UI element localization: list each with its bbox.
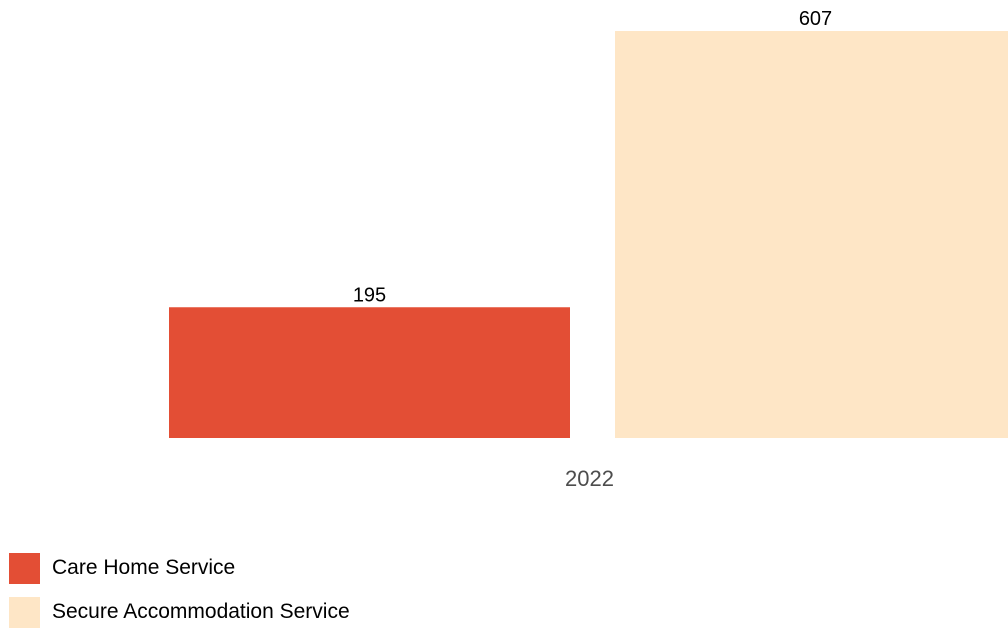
- legend-swatch-secure-accommodation: [9, 596, 40, 628]
- value-label-secure-accommodation-service: 607: [799, 8, 832, 30]
- x-tick-label: 2022: [565, 466, 614, 491]
- legend-item-care-home: Care Home Service: [9, 552, 350, 584]
- bar-care-home-service: [169, 307, 570, 438]
- x-axis-ticks: 2022: [565, 466, 614, 491]
- bar-chart: 195 607 2022: [169, 8, 1008, 491]
- value-labels-group: 195 607: [353, 8, 832, 306]
- legend-label-care-home: Care Home Service: [52, 556, 236, 579]
- legend-swatch-care-home: [9, 552, 40, 584]
- value-label-care-home-service: 195: [353, 284, 386, 306]
- bars-group: [169, 31, 1008, 438]
- legend-label-secure-accommodation: Secure Accommodation Service: [52, 600, 350, 623]
- legend-item-secure-accommodation: Secure Accommodation Service: [9, 596, 350, 628]
- legend: Care Home Service Secure Accommodation S…: [9, 552, 350, 640]
- bar-secure-accommodation-service: [615, 31, 1008, 438]
